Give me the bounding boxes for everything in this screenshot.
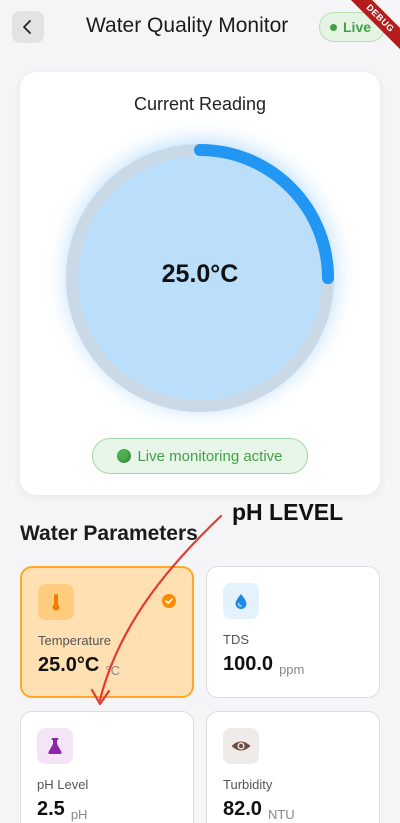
live-dot-icon xyxy=(330,23,337,31)
current-reading-card: Current Reading 25.0°C Live monitoring a… xyxy=(20,72,380,495)
back-button[interactable] xyxy=(12,11,44,43)
thermometer-icon xyxy=(38,584,74,620)
page-title: Water Quality Monitor xyxy=(86,14,289,37)
parameter-card-tds[interactable]: TDS 100.0 ppm xyxy=(206,566,380,698)
chevron-left-icon xyxy=(23,20,31,34)
flask-icon xyxy=(37,728,73,764)
parameter-value: 25.0°C xyxy=(38,654,100,676)
parameter-unit: °C xyxy=(105,663,120,678)
green-circle-icon xyxy=(117,449,132,463)
current-reading-title: Current Reading xyxy=(133,94,267,114)
parameter-unit: ppm xyxy=(279,662,305,677)
monitoring-status-badge: Live monitoring active xyxy=(92,438,308,474)
parameter-card-turbidity[interactable]: Turbidity 82.0 NTU xyxy=(206,711,380,823)
live-status-label: Live xyxy=(343,19,372,35)
selected-check-icon xyxy=(162,594,176,608)
parameter-label: Turbidity xyxy=(223,777,273,792)
parameter-unit: pH xyxy=(70,807,88,822)
annotation-label: pH LEVEL xyxy=(232,499,344,525)
water-parameters-title: Water Parameters xyxy=(20,522,198,545)
gauge-glow xyxy=(76,150,326,400)
parameter-card-temperature[interactable]: Temperature 25.0°C °C xyxy=(20,566,194,698)
parameter-card-ph-level[interactable]: pH Level 2.5 pH xyxy=(20,711,194,823)
parameter-value: 100.0 xyxy=(223,653,274,675)
live-status-badge: Live xyxy=(319,12,385,42)
temperature-gauge xyxy=(66,144,334,412)
parameter-value: 2.5 xyxy=(37,798,65,820)
parameter-unit: NTU xyxy=(267,807,295,822)
gauge-progress-arc xyxy=(66,144,334,412)
water-drop-icon xyxy=(223,583,259,619)
app-bar: Water Quality Monitor Live xyxy=(0,0,400,56)
parameter-label: TDS xyxy=(223,632,249,647)
parameter-value: 82.0 xyxy=(223,798,262,820)
parameter-label: pH Level xyxy=(37,777,89,792)
current-reading-value: 25.0°C xyxy=(161,260,239,288)
eye-icon xyxy=(223,728,259,764)
monitoring-status-text: Live monitoring active xyxy=(137,447,283,465)
parameter-label: Temperature xyxy=(38,633,111,648)
